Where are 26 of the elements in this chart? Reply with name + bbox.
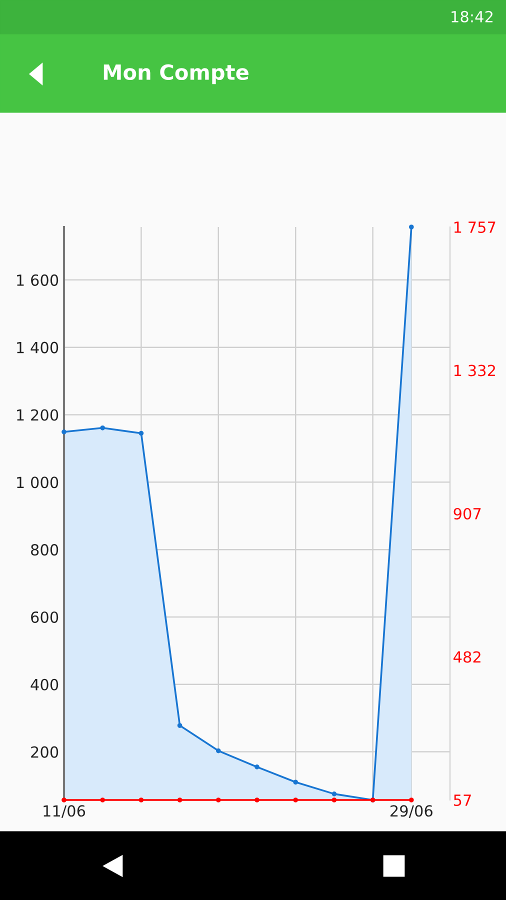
y-tick-label: 400 <box>30 678 58 690</box>
point <box>293 780 298 785</box>
y2-tick-label: 1 332 <box>454 364 495 376</box>
y2-tick-label: 907 <box>454 508 481 520</box>
x-tick-label: 29/06 <box>390 805 432 818</box>
point <box>408 224 414 230</box>
point <box>177 723 182 728</box>
y-tick-label: 200 <box>31 746 58 758</box>
point <box>62 430 66 434</box>
y2-tick-label: 1 757 <box>454 222 496 234</box>
y-tick-label: 1 400 <box>17 342 58 354</box>
y-tick-label: 1 000 <box>17 476 58 488</box>
y-tick-label: 1 600 <box>17 274 58 286</box>
y-tick-label: 600 <box>31 611 58 623</box>
chart-title: Mon Compte <box>104 64 248 84</box>
y2-tick-label: 482 <box>454 651 480 663</box>
y-tick-label: 1 200 <box>17 409 58 421</box>
text: 18:42 <box>452 10 492 22</box>
point <box>100 425 106 430</box>
point <box>138 430 144 436</box>
point <box>254 764 260 770</box>
point <box>332 792 337 796</box>
y2-tick-label: 57 <box>454 794 471 806</box>
point <box>216 748 221 754</box>
y-tick-label: 800 <box>31 544 58 556</box>
x-tick-label: 11/06 <box>44 805 86 818</box>
